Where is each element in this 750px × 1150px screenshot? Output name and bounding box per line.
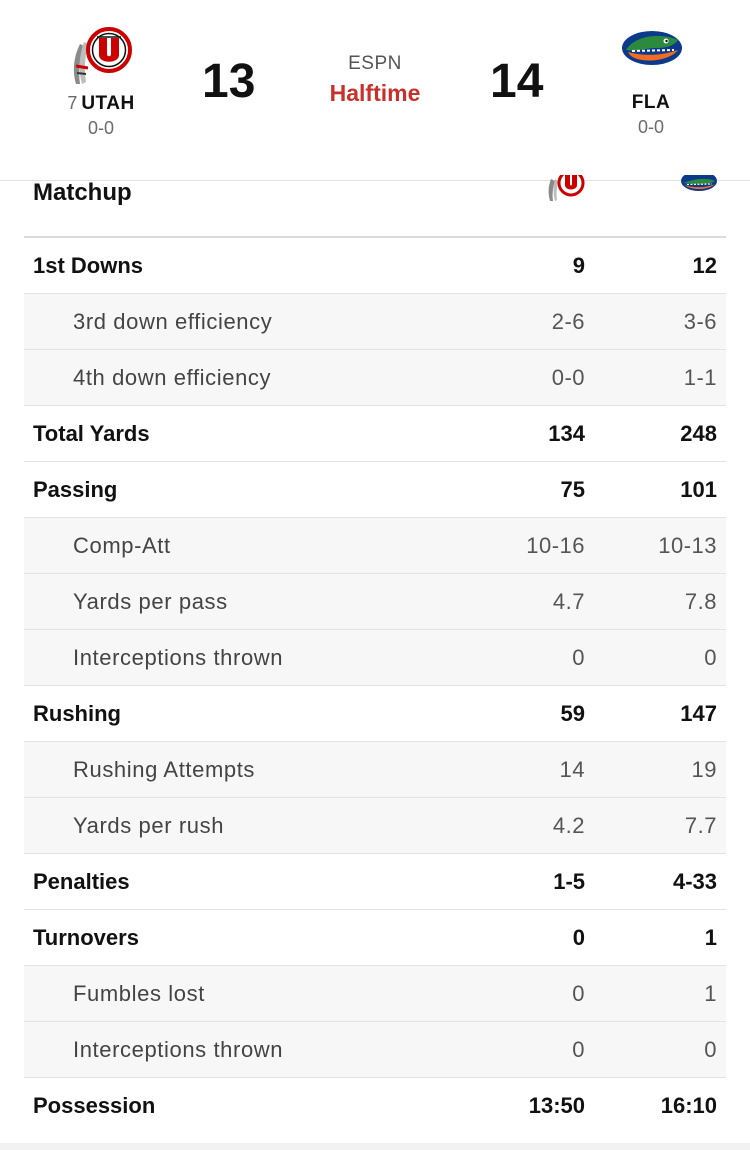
away-stat-value: 59 [560, 701, 585, 726]
matchup-header: Matchup [0, 175, 750, 236]
away-stat-value: 4.7 [552, 589, 585, 614]
stat-subrow: Yards per rush 4.2 7.7 [24, 798, 726, 854]
away-team-record: 0-0 [87, 118, 114, 138]
stat-subrow: Interceptions thrown 0 0 [24, 1022, 726, 1078]
home-stat-value: 0 [704, 1037, 717, 1062]
stat-label: 4th down efficiency [73, 365, 272, 390]
home-stat-value: 3-6 [683, 309, 717, 334]
home-stat-value: 0 [704, 645, 717, 670]
matchup-title: Matchup [33, 179, 132, 206]
away-stat-value: 134 [548, 421, 585, 446]
stat-label: Interceptions thrown [73, 1037, 284, 1062]
home-stat-value: 1 [704, 981, 717, 1006]
away-stat-value: 0 [572, 645, 585, 670]
stat-subrow: Fumbles lost 0 1 [24, 966, 726, 1022]
home-team-name: FLA [631, 92, 671, 113]
stat-label: Fumbles lost [73, 981, 205, 1006]
stat-label: Passing [33, 477, 118, 502]
stat-label: 1st Downs [33, 253, 144, 278]
away-stat-value: 13:50 [528, 1093, 585, 1118]
stat-label: Yards per rush [73, 813, 225, 838]
home-stat-value: 7.8 [684, 589, 717, 614]
stat-label: Interceptions thrown [73, 645, 284, 670]
team-stats-table: 1st Downs 9 12 3rd down efficiency 2-6 3-6 4th… [24, 236, 726, 1133]
home-stat-value: 19 [691, 757, 717, 782]
tv-network: ESPN [348, 53, 402, 74]
stat-label: Possession [33, 1093, 156, 1118]
home-team-record: 0-0 [637, 117, 664, 137]
stat-subrow: Yards per pass 4.7 7.8 [24, 574, 726, 630]
stat-subrow: Interceptions thrown 0 0 [24, 630, 726, 686]
home-stat-value: 16:10 [660, 1093, 717, 1118]
scoreboard-header: 7 UTAH 0-0 13 ESPN Halftime 14 FLA 0-0 [0, 0, 750, 181]
away-stat-value: 14 [559, 757, 585, 782]
stat-label: Penalties [33, 869, 130, 894]
stat-label: Rushing Attempts [73, 757, 256, 782]
matchup-card: Matchup 1st Downs 9 12 3rd down efficiency 2… [0, 175, 750, 1143]
away-stat-value: 9 [572, 253, 585, 278]
away-stat-value: 0-0 [551, 365, 585, 390]
utah-utes-logo-icon [73, 27, 132, 84]
away-team-rank: 7 [67, 93, 78, 113]
stat-label: Comp-Att [73, 533, 171, 558]
away-team-name: UTAH [81, 93, 135, 114]
florida-gator-logo-icon [622, 31, 682, 65]
home-stat-value: 1 [704, 925, 717, 950]
stat-row: Penalties 1-5 4-33 [24, 854, 726, 910]
away-stat-value: 0 [572, 1037, 585, 1062]
stat-label: 3rd down efficiency [73, 309, 273, 334]
away-score: 13 [202, 55, 256, 108]
home-stat-value: 248 [680, 421, 717, 446]
stat-subrow: Comp-Att 10-16 10-13 [24, 518, 726, 574]
home-stat-value: 101 [680, 477, 717, 502]
away-stat-value: 0 [572, 981, 585, 1006]
game-status: ESPN Halftime [300, 52, 450, 108]
stat-row: 1st Downs 9 12 [24, 238, 726, 294]
away-stat-value: 2-6 [551, 309, 585, 334]
stat-row: Possession 13:50 16:10 [24, 1078, 726, 1133]
stat-subrow: 4th down efficiency 0-0 1-1 [24, 350, 726, 406]
stat-label: Total Yards [33, 421, 150, 446]
away-stat-value: 0 [572, 925, 585, 950]
home-team[interactable]: FLA 0-0 [586, 26, 716, 138]
utah-utes-logo-icon [548, 175, 585, 201]
away-stat-value: 75 [560, 477, 585, 502]
home-stat-value: 7.7 [684, 813, 717, 838]
home-stat-value: 4-33 [672, 869, 717, 894]
home-stat-value: 147 [680, 701, 717, 726]
away-stat-value: 4.2 [552, 813, 585, 838]
stat-row: Turnovers 0 1 [24, 910, 726, 966]
stat-subrow: 3rd down efficiency 2-6 3-6 [24, 294, 726, 350]
stat-label: Turnovers [33, 925, 139, 950]
away-stat-value: 10-16 [526, 533, 585, 558]
away-stat-value: 1-5 [553, 869, 585, 894]
home-stat-value: 12 [692, 253, 717, 278]
stat-row: Rushing 59 147 [24, 686, 726, 742]
home-score: 14 [490, 55, 544, 108]
stat-subrow: Rushing Attempts 14 19 [24, 742, 726, 798]
stat-label: Yards per pass [73, 589, 228, 614]
game-period: Halftime [329, 80, 421, 106]
stat-row: Passing 75 101 [24, 462, 726, 518]
away-team[interactable]: 7 UTAH 0-0 [36, 26, 166, 139]
home-stat-value: 10-13 [658, 533, 717, 558]
stat-label: Rushing [33, 701, 121, 726]
stat-row: Total Yards 134 248 [24, 406, 726, 462]
home-stat-value: 1-1 [683, 365, 717, 390]
florida-gator-logo-icon [681, 175, 717, 191]
